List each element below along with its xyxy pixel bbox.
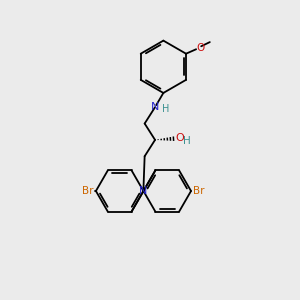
Text: H: H bbox=[183, 136, 191, 146]
Text: O: O bbox=[197, 44, 205, 53]
Text: O: O bbox=[175, 133, 184, 143]
Text: N: N bbox=[139, 186, 148, 196]
Text: Br: Br bbox=[82, 186, 94, 196]
Text: H: H bbox=[162, 104, 169, 114]
Text: Br: Br bbox=[194, 186, 205, 196]
Text: N: N bbox=[151, 102, 159, 112]
